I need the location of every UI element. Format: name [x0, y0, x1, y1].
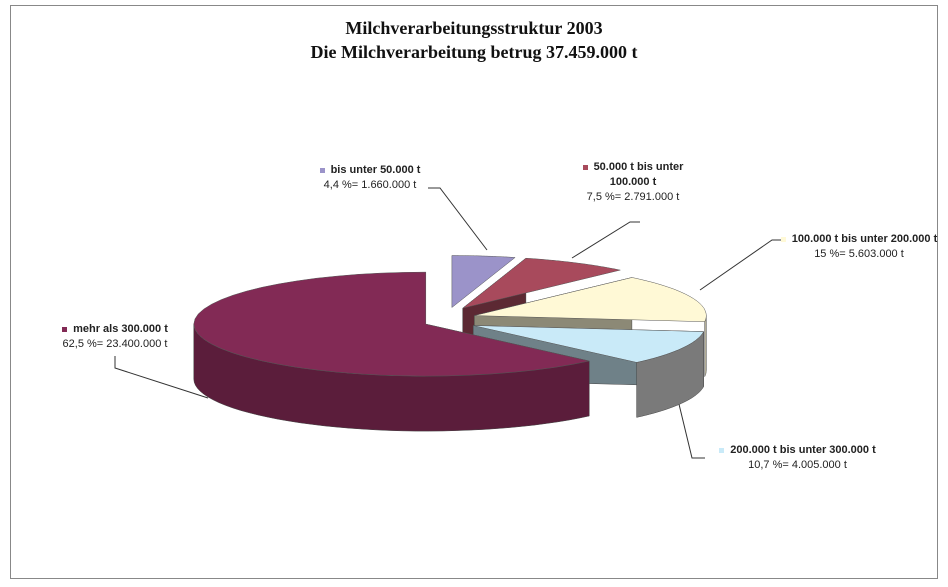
data-label: 100.000 t bis unter 200.000 t 15 %= 5.603… [772, 232, 946, 262]
leader-line [428, 187, 488, 251]
value-label: 7,5 %= 2.791.000 t [586, 191, 680, 203]
legend-marker [62, 326, 68, 332]
data-label: bis unter 50.000 t 4,4 %= 1.660.000 t [300, 163, 440, 193]
leader-line [699, 239, 782, 291]
leader-line [571, 221, 640, 259]
data-label: mehr als 300.000 t 62,5 %= 23.400.000 t [40, 322, 190, 352]
value-label: 4,4 %= 1.660.000 t [323, 179, 417, 191]
slice [474, 277, 707, 322]
data-label: 200.000 t bis unter 300.000 t 10,7 %= 4.0… [700, 443, 895, 473]
chart-title: Milchverarbeitungsstruktur 2003 [345, 18, 603, 38]
slice [451, 255, 516, 309]
category-label: 50.000 t bis unter 100.000 t [593, 161, 684, 188]
legend-marker [780, 236, 786, 242]
data-label: 50.000 t bis unter 100.000 t 7,5 %= 2.791… [568, 160, 698, 205]
category-label: bis unter 50.000 t [330, 164, 421, 176]
category-label: 100.000 t bis unter 200.000 t [791, 233, 938, 245]
value-label: 15 %= 5.603.000 t [814, 248, 904, 260]
value-label: 62,5 %= 23.400.000 t [62, 338, 168, 350]
slice [473, 325, 705, 363]
chart-subtitle: Die Milchverarbeitung betrug 37.459.000 … [310, 42, 638, 62]
leader-line [114, 356, 209, 399]
chart-frame [10, 5, 938, 579]
category-label: mehr als 300.000 t [73, 323, 168, 335]
legend-marker [319, 167, 325, 173]
slice-side [704, 315, 707, 377]
slice [462, 257, 621, 309]
slice [193, 271, 590, 377]
category-label: 200.000 t bis unter 300.000 t [730, 444, 876, 456]
leader-lines [114, 187, 782, 459]
leader-line [677, 399, 705, 459]
value-label: 10,7 %= 4.005.000 t [748, 459, 847, 471]
slice-tops [193, 255, 707, 377]
legend-marker [582, 164, 588, 170]
legend-marker [719, 447, 725, 453]
